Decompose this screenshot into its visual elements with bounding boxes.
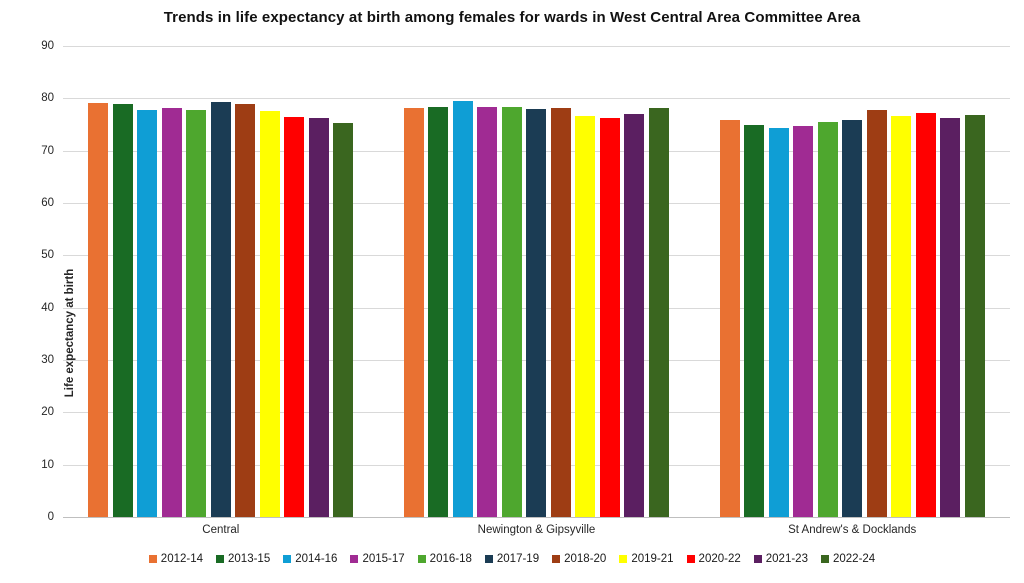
- legend-label: 2019-21: [631, 553, 674, 565]
- x-category-label: Central: [202, 524, 240, 536]
- legend-swatch-icon: [552, 555, 561, 563]
- legend-label: 2013-15: [228, 553, 271, 565]
- legend-label: 2020-22: [698, 553, 741, 565]
- legend-item: 2012-14: [148, 553, 204, 565]
- bar: [964, 115, 985, 517]
- legend-item: 2016-18: [417, 553, 472, 565]
- bar: [308, 118, 329, 517]
- legend-label: 2022-24: [832, 553, 876, 565]
- bar: [550, 108, 571, 517]
- legend-label: 2021-23: [765, 553, 808, 565]
- legend-label: 2016-18: [429, 553, 472, 565]
- legend-item: 2018-20: [552, 553, 606, 565]
- legend-label: 2014-16: [295, 553, 338, 565]
- y-tick-label: 80: [41, 92, 54, 105]
- bar: [137, 110, 158, 517]
- legend-item: 2022-24: [820, 553, 876, 565]
- bar: [259, 110, 280, 517]
- x-axis-line: [63, 517, 1010, 518]
- legend-swatch-icon: [148, 555, 157, 563]
- bar-group-2: [379, 46, 695, 517]
- bar: [719, 120, 740, 517]
- legend-item: 2017-19: [484, 553, 540, 565]
- bar: [599, 118, 620, 517]
- legend-swatch-icon: [753, 555, 762, 563]
- gridline: [63, 98, 1010, 100]
- bar: [112, 103, 133, 517]
- y-tick-label: 40: [41, 301, 54, 314]
- y-tick-label: 60: [41, 197, 54, 209]
- bar: [624, 114, 645, 517]
- legend-swatch-icon: [350, 555, 359, 563]
- bar: [891, 116, 912, 517]
- bar: [161, 108, 182, 517]
- bar: [817, 122, 838, 517]
- legend-label: 2017-19: [496, 553, 540, 565]
- bar: [235, 104, 256, 517]
- bar: [768, 127, 789, 517]
- legend-item: 2014-16: [283, 553, 337, 565]
- y-tick-label: 50: [41, 249, 54, 262]
- bar: [428, 106, 449, 517]
- legend-item: 2019-21: [619, 553, 674, 565]
- bar: [575, 115, 596, 517]
- plot-area: Life expectancy at birth: [63, 46, 1010, 518]
- bar: [842, 120, 863, 517]
- bar-group-3: [694, 46, 1010, 517]
- bar: [333, 123, 354, 517]
- y-tick-label: 70: [41, 144, 54, 157]
- bar: [186, 109, 207, 517]
- bar: [477, 107, 498, 517]
- y-tick-label: 30: [41, 354, 54, 366]
- legend-swatch-icon: [417, 555, 426, 563]
- legend: 2012-14 2013-15 2014-16 2015-17 2016-18 2017-…: [0, 553, 1024, 565]
- y-tick-label: 90: [41, 40, 54, 52]
- x-category-label: St Andrew's & Docklands: [788, 524, 917, 536]
- legend-swatch-icon: [820, 555, 829, 563]
- bar: [648, 108, 669, 517]
- bar: [501, 106, 522, 517]
- legend-label: 2012-14: [160, 553, 204, 565]
- chart-title: Trends in life expectancy at birth among…: [163, 9, 861, 26]
- gridline: [63, 46, 1010, 47]
- legend-label: 2015-17: [362, 553, 405, 565]
- bar: [452, 100, 473, 517]
- legend-item: 2015-17: [350, 553, 405, 565]
- bar: [744, 125, 765, 517]
- y-tick-label: 0: [47, 511, 54, 523]
- bar: [403, 108, 424, 517]
- y-tick-label: 10: [41, 458, 54, 471]
- legend-item: 2020-22: [686, 553, 741, 565]
- legend-swatch-icon: [686, 555, 695, 563]
- legend-swatch-icon: [484, 555, 493, 563]
- bar: [793, 125, 814, 517]
- bar: [284, 116, 305, 517]
- bar-group-1: [63, 46, 379, 517]
- bar: [866, 110, 887, 517]
- y-tick-label: 20: [41, 406, 54, 419]
- legend-swatch-icon: [619, 555, 628, 563]
- bar: [210, 102, 231, 517]
- bar: [915, 113, 936, 517]
- x-category-label: Newington & Gipsyville: [477, 524, 596, 536]
- bar: [88, 102, 109, 517]
- legend-swatch-icon: [283, 555, 292, 563]
- bar: [940, 118, 961, 517]
- legend-item: 2021-23: [753, 553, 808, 565]
- bar: [526, 109, 547, 517]
- legend-swatch-icon: [216, 555, 225, 563]
- legend-label: 2018-20: [564, 553, 607, 565]
- legend-item: 2013-15: [216, 553, 270, 565]
